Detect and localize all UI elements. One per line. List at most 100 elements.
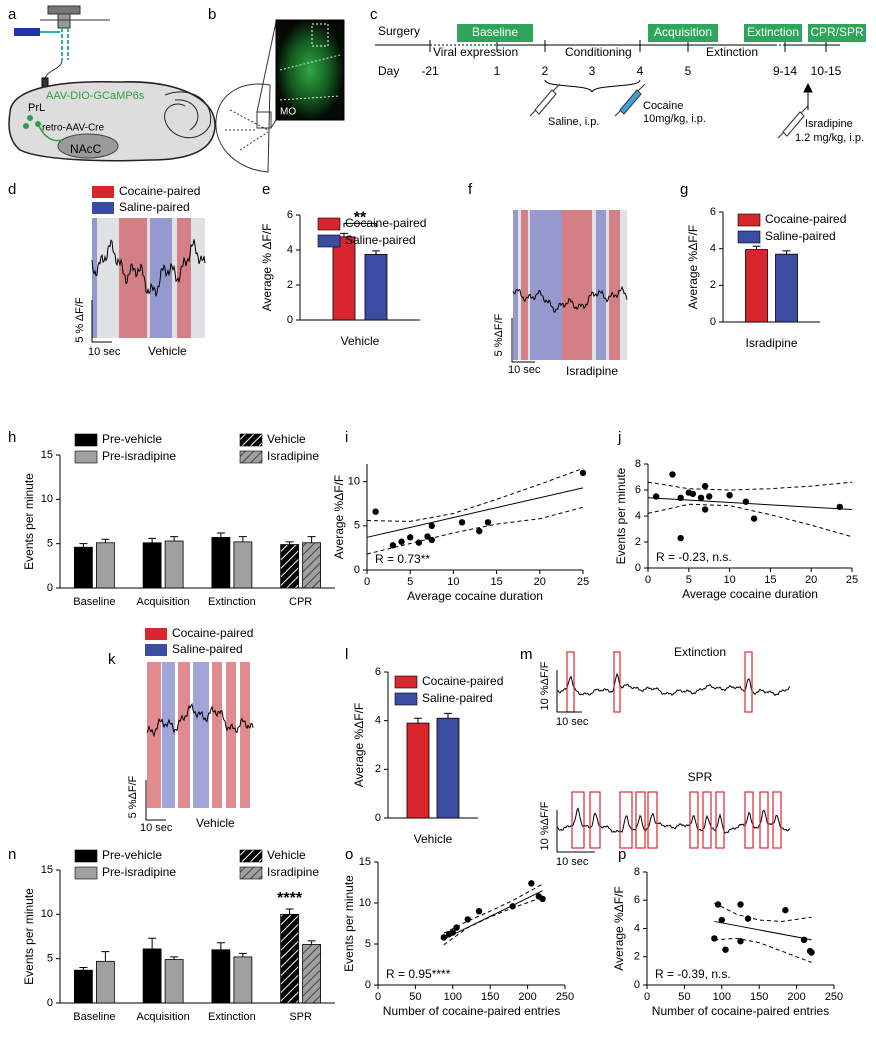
panel-b-drawing — [215, 19, 345, 173]
x-tick-label: 15 — [764, 574, 776, 586]
x-tick-label: 150 — [481, 991, 499, 1003]
y-tick-label: 6 — [635, 484, 641, 496]
legend-swatch — [239, 849, 263, 863]
legend-label: Cocaine-paired — [119, 184, 200, 198]
point — [750, 515, 758, 522]
legend-swatch — [737, 213, 761, 227]
trace-band — [513, 210, 518, 360]
y-axis-label: Events per minute — [614, 467, 628, 564]
x-tick-label: 50 — [678, 991, 690, 1003]
annotation: R = 0.95**** — [386, 967, 451, 981]
panel-a-drawing — [8, 5, 216, 162]
legend-swatch — [74, 866, 98, 880]
legend-swatch — [92, 186, 114, 198]
ci-upper — [443, 883, 543, 934]
day-label: Day — [378, 64, 399, 78]
event-box — [635, 791, 646, 849]
x-tick-label: CPR — [289, 596, 312, 608]
day-tick-label: 4 — [637, 64, 644, 78]
bar — [164, 959, 184, 1004]
y-scale-label: 5 %ΔF/F — [493, 313, 505, 356]
bar — [95, 960, 115, 1004]
y-tick-label: 10 — [359, 897, 371, 909]
y-axis-label: Average %ΔF/F — [332, 475, 346, 560]
y-tick-label: 6 — [375, 666, 381, 678]
y-tick-label: 4 — [710, 243, 716, 255]
legend-swatch — [737, 230, 761, 244]
y-tick-label: 0 — [365, 979, 371, 991]
panel-c-drawing — [375, 40, 840, 139]
point — [415, 539, 423, 546]
bar — [95, 542, 115, 589]
point — [528, 880, 535, 887]
phase-label: Acquisition — [654, 25, 712, 39]
period-label: Viral expression — [433, 45, 518, 59]
x-axis-label: Average cocaine duration — [682, 587, 818, 601]
legend-swatch — [239, 450, 263, 464]
event-box — [619, 791, 633, 849]
error-bar — [285, 908, 294, 915]
y-axis-label: Events per minute — [22, 473, 36, 570]
error-bar — [148, 937, 157, 949]
point — [742, 498, 750, 505]
point — [808, 949, 815, 956]
point — [453, 924, 460, 931]
phase-label: Baseline — [472, 25, 518, 39]
y-tick-label: 0 — [634, 979, 640, 991]
x-tick-label: 0 — [375, 991, 381, 1003]
x-tick-label: 10 — [447, 576, 459, 588]
point — [509, 903, 516, 910]
x-tick-label: 200 — [787, 991, 805, 1003]
day-tick-label: 2 — [542, 64, 549, 78]
legend-label: Pre-vehicle — [102, 432, 162, 446]
bar — [332, 236, 356, 321]
bar — [745, 249, 768, 323]
trace-band — [177, 218, 191, 338]
bar — [142, 542, 162, 589]
day-tick-label: 9-14 — [773, 64, 797, 78]
error-bar — [414, 717, 422, 724]
point — [449, 929, 456, 936]
y-tick-label: 0 — [710, 316, 716, 328]
error-bar — [216, 532, 225, 538]
y-tick-label: 2 — [634, 951, 640, 963]
trace-band — [240, 662, 250, 808]
y-scale-label: 5 %ΔF/F — [127, 775, 139, 818]
panel-letter: d — [8, 181, 16, 198]
trace-band — [609, 210, 620, 360]
x-tick-label: 0 — [645, 574, 651, 586]
y-tick-label: 5 — [365, 938, 371, 950]
y-tick-label: 8 — [634, 866, 640, 878]
y-scale-label: 10 %ΔF/F — [539, 661, 551, 710]
panel-letter: b — [208, 6, 216, 23]
event-box — [744, 791, 754, 849]
phase-label: CPR/SPR — [810, 25, 864, 39]
panel-letter: j — [617, 429, 621, 446]
day-tick-label: 3 — [589, 64, 596, 78]
point — [389, 542, 397, 549]
y-tick-label: 5 — [47, 953, 53, 965]
legend-label: Saline-paired — [765, 229, 836, 243]
bar — [73, 546, 93, 589]
mo-label: MO — [280, 107, 296, 118]
x-tick-label: Extinction — [208, 596, 256, 608]
legend-swatch — [145, 644, 167, 656]
error-bar — [238, 952, 247, 957]
annotation: R = -0.23, n.s. — [656, 550, 732, 564]
y-axis-label: Events per minute — [342, 875, 356, 972]
trace — [556, 807, 791, 834]
trace-band — [530, 210, 562, 360]
error-bar — [752, 245, 761, 250]
annotation: ** — [354, 210, 367, 227]
panel-letter: g — [680, 181, 688, 198]
bar — [142, 948, 162, 1004]
annotation: **** — [277, 890, 303, 907]
panel-letter: m — [520, 646, 533, 663]
point — [579, 469, 587, 477]
point — [669, 471, 676, 478]
error-bar — [307, 536, 316, 543]
event-box — [702, 791, 712, 849]
y-tick-label: 2 — [635, 536, 641, 548]
point — [539, 895, 546, 903]
